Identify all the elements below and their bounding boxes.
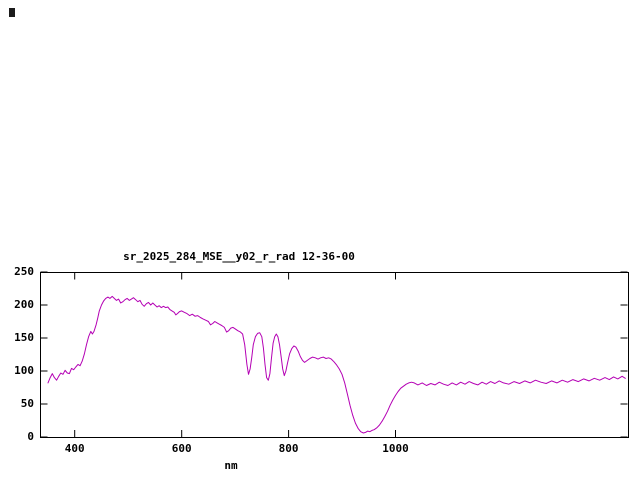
x-tick-label: 400: [64, 442, 85, 455]
y-tick-label: 0: [27, 430, 34, 443]
x-tick-label: 1000: [382, 442, 409, 455]
plot-border: [40, 272, 629, 438]
y-tick-label: 100: [14, 364, 34, 377]
y-tick-label: 250: [14, 265, 34, 278]
y-tick-label: 50: [20, 397, 34, 410]
chart-title: sr_2025_284_MSE__y02_r_rad 12-36-00: [123, 250, 355, 263]
x-tick-label: 600: [171, 442, 192, 455]
y-tick-label: 150: [14, 331, 34, 344]
x-axis-label: nm: [224, 459, 238, 472]
spectrum-line: [47, 295, 626, 434]
y-tick-label: 200: [14, 298, 34, 311]
x-tick-label: 800: [278, 442, 299, 455]
cursor-artifact: [9, 8, 15, 17]
tick-marks: [40, 271, 628, 438]
